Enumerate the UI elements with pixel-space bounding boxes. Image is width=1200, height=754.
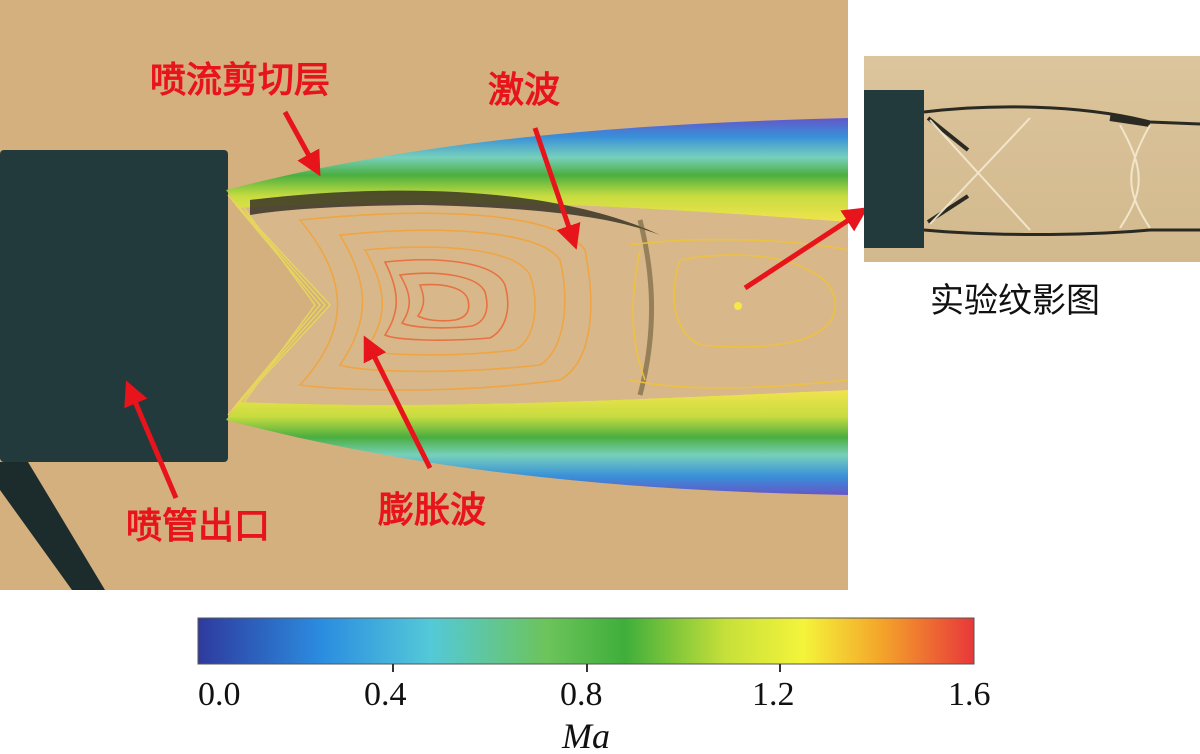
colorbar: 0.0 0.4 0.8 1.2 1.6 Ma (197, 617, 991, 754)
arrow-schlieren (743, 207, 869, 291)
jet-plume (226, 118, 849, 495)
schlieren-inset: 实验纹影图 (864, 56, 1200, 321)
label-shock: 激波 (488, 70, 560, 111)
label-shear-layer: 喷流剪切层 (150, 60, 330, 101)
label-expansion: 膨胀波 (378, 490, 486, 531)
colorbar-tick-0: 0.0 (198, 676, 241, 713)
colorbar-tick-marks (392, 664, 781, 672)
simulation-panel: 喷流剪切层 激波 喷管出口 膨胀波 (0, 0, 869, 590)
colorbar-tick-3: 1.2 (752, 676, 795, 713)
schlieren-nozzle (864, 90, 924, 248)
schlieren-caption: 实验纹影图 (930, 281, 1100, 321)
colorbar-tick-2: 0.8 (560, 676, 603, 713)
annotations: 喷流剪切层 激波 喷管出口 膨胀波 (124, 60, 869, 547)
arrow-shear-layer (282, 110, 321, 177)
colorbar-label: Ma (561, 716, 610, 754)
colorbar-tick-4: 1.6 (948, 676, 991, 713)
arrow-nozzle-exit (124, 380, 179, 499)
nozzle (0, 150, 228, 590)
nozzle-support (0, 462, 105, 590)
label-nozzle-exit: 喷管出口 (126, 506, 270, 547)
colorbar-gradient (197, 617, 975, 665)
arrow-expansion (363, 335, 433, 470)
schlieren-shock-cells (929, 117, 1151, 231)
colorbar-tick-1: 0.4 (364, 676, 407, 713)
arrow-shock (532, 127, 581, 250)
